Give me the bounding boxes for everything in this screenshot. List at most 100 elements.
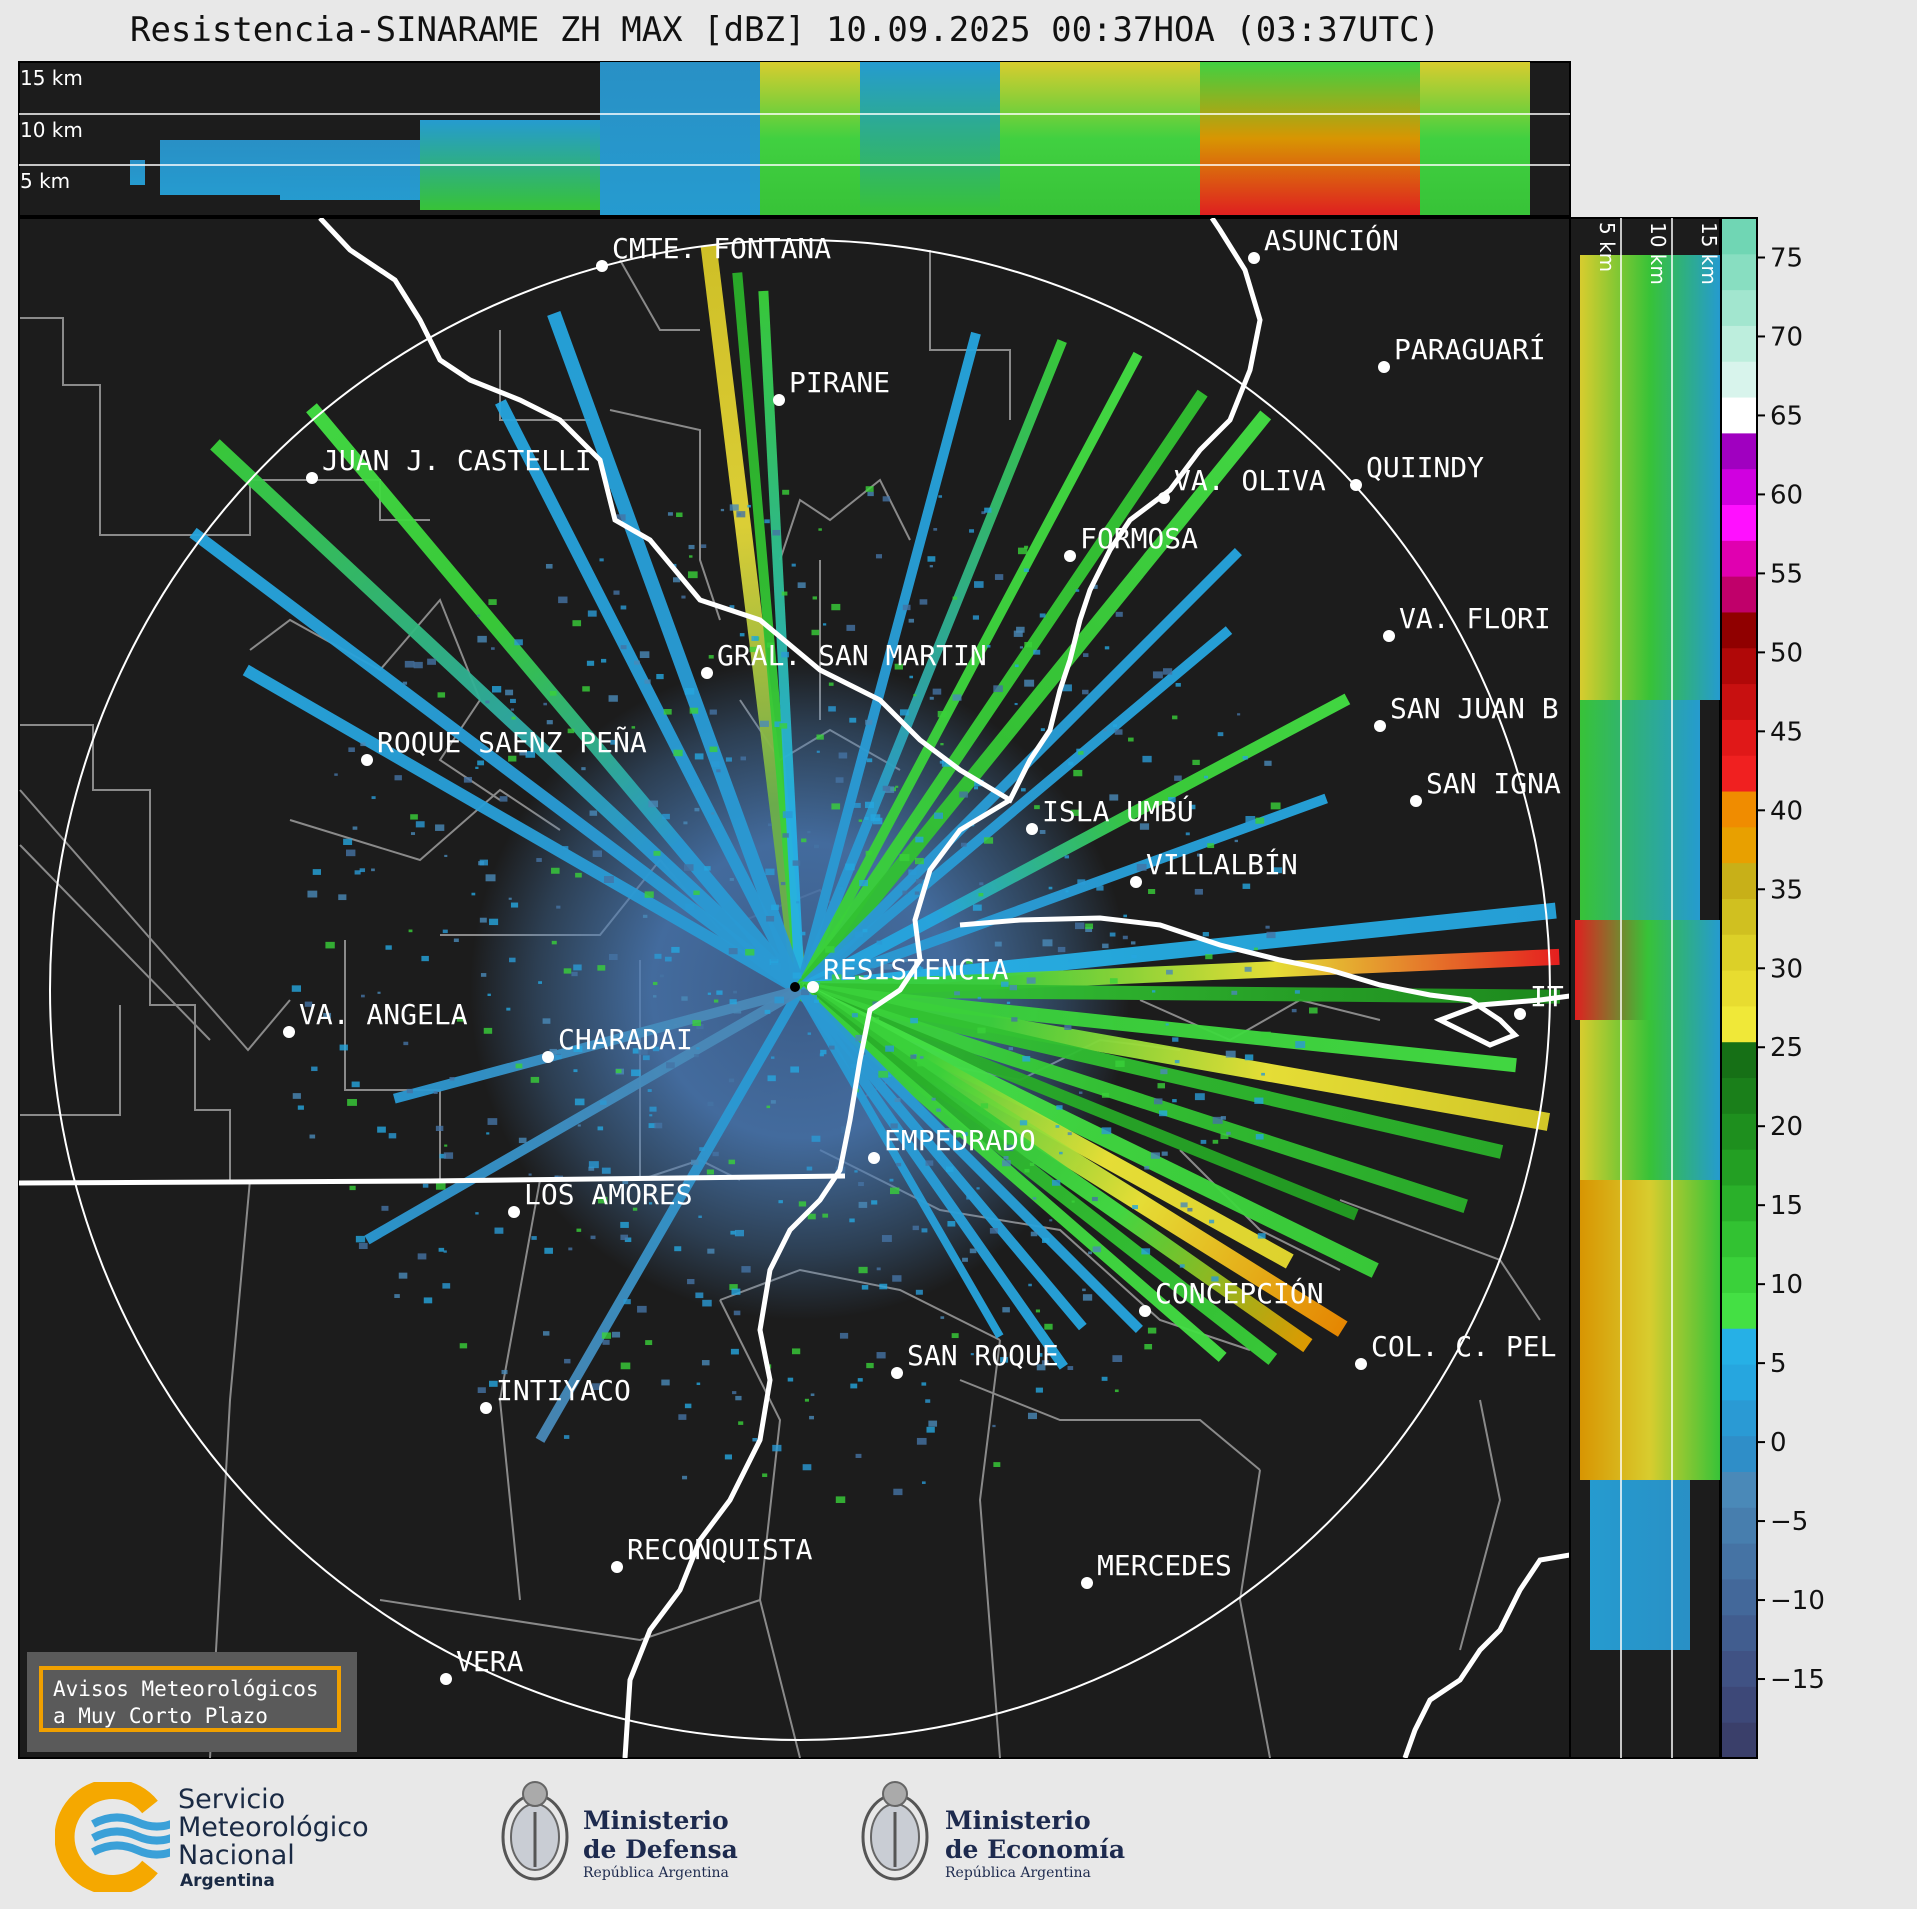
echo-speckle [620,1362,631,1370]
profile-echo [1580,1180,1720,1480]
echo-speckle [453,938,459,943]
echo-speckle [1004,1144,1014,1152]
place-label: VERA [456,1645,524,1678]
echo-speckle [632,1048,641,1054]
echo-speckle [501,1369,508,1375]
echo-speckle [1144,1166,1150,1170]
echo-speckle [514,639,523,646]
echo-speckle [977,996,982,1000]
echo-ray [795,351,1143,993]
echo-speckle [720,508,725,512]
echo-ray [796,626,1233,994]
echo-speckle [1200,1139,1207,1144]
echo-speckle [702,1299,712,1307]
place-marker [611,1561,623,1573]
echo-speckle [404,660,415,668]
economia-line-3: República Argentina [945,1865,1091,1881]
echo-speckle [687,1278,695,1285]
echo-speckle [1264,760,1272,766]
echo-speckle [892,1275,902,1282]
echo-speckle [771,904,779,911]
echo-speckle [1226,1131,1231,1135]
warnings-notice[interactable]: Avisos Meteorológicos a Muy Corto Plazo [27,1652,357,1752]
echo-speckle [733,990,737,994]
colorbar-tick-label: 0 [1770,1428,1787,1458]
echo-speckle [1075,922,1085,930]
echo-speckle [781,591,788,596]
echo-speckle [1002,1307,1010,1313]
echo-ray [797,983,1468,1213]
echo-speckle [917,1060,926,1067]
echo-speckle [1115,1060,1125,1068]
profile-echo [600,62,760,215]
echo-speckle [882,496,891,502]
colorbar-swatch [1721,1364,1757,1401]
echo-speckle [1008,1047,1014,1051]
echo-ray [364,985,803,1245]
echo-speckle [620,1221,629,1228]
echo-speckle [1123,914,1128,918]
echo-speckle [1132,1205,1138,1210]
echo-speckle [764,519,770,524]
place-marker [596,260,608,272]
echo-speckle [673,1023,678,1027]
echo-speckle [1021,788,1026,792]
colorbar-tick-label: 55 [1770,559,1803,589]
echo-speckle [992,1424,996,1428]
echo-speckle [377,1126,386,1133]
place-label: ROQUE SAENZ PEÑA [377,725,647,759]
echo-speckle [894,663,903,670]
echo-speckle [1254,947,1258,951]
echo-speckle [871,1200,878,1205]
echo-speckle [345,849,356,857]
echo-speckle [696,1382,701,1386]
echo-speckle [728,948,738,955]
echo-speckle [663,709,672,715]
place-marker [1355,1358,1367,1370]
echo-speckle [696,1047,700,1050]
echo-speckle [1029,1162,1035,1166]
echo-speckle [563,846,569,850]
echo-speckle [1148,889,1156,894]
echo-speckle [1141,1248,1151,1255]
echo-speckle [1096,885,1104,891]
echo-speckle [654,1122,663,1129]
echo-speckle [347,1098,357,1106]
echo-speckle [573,1069,578,1073]
echo-speckle [1144,1344,1153,1350]
echo-speckle [1180,1202,1188,1208]
echo-speckle [592,1383,602,1390]
echo-speckle [442,929,448,934]
echo-speckle [597,965,606,971]
echo-speckle [589,810,598,816]
echo-speckle [1212,1116,1223,1124]
echo-speckle [772,1444,782,1452]
echo-speckle [1257,1233,1266,1239]
place-marker [1026,823,1038,835]
echo-speckle [394,1294,400,1298]
top-label-15km: 15 km [20,66,83,90]
echo-speckle [479,859,488,866]
colorbar-swatch [1721,1578,1757,1616]
echo-speckle [1065,890,1069,893]
colorbar-swatch [1721,1650,1757,1687]
echo-ray [796,986,1087,1331]
echo-speckle [854,931,864,938]
colorbar-tick-label: 70 [1770,322,1803,352]
echo-speckle [648,1123,656,1129]
echo-speckle [546,720,553,725]
echo-speckle [536,858,542,862]
echo-speckle [678,1414,687,1420]
echo-speckle [463,776,472,783]
echo-speckle [969,529,975,533]
echo-speckle [471,892,476,896]
echo-speckle [1160,1069,1168,1075]
radar-map: CMTE. FONTANA PIRANE JUAN J. CASTELLI ASUNC… [18,217,1571,1759]
colorbar-swatch [1721,1328,1757,1365]
place-marker [283,1026,295,1038]
echo-speckle [845,863,855,871]
echo-speckle [978,892,984,897]
echo-speckle [479,917,487,923]
echo-speckle [439,1153,446,1159]
echo-speckle [608,695,618,702]
